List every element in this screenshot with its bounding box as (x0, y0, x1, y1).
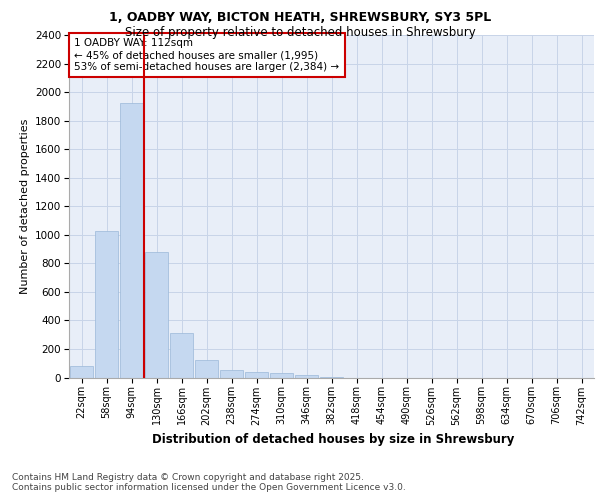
Text: Contains HM Land Registry data © Crown copyright and database right 2025.: Contains HM Land Registry data © Crown c… (12, 472, 364, 482)
Y-axis label: Number of detached properties: Number of detached properties (20, 118, 29, 294)
Text: Contains public sector information licensed under the Open Government Licence v3: Contains public sector information licen… (12, 484, 406, 492)
Bar (119, 104, 143, 378)
Bar (269, 373, 293, 378)
Bar (220, 370, 244, 378)
Bar (194, 360, 218, 378)
Bar (145, 252, 169, 378)
Text: Size of property relative to detached houses in Shrewsbury: Size of property relative to detached ho… (125, 26, 475, 39)
Bar (245, 372, 268, 378)
Bar (170, 332, 193, 378)
Bar (70, 366, 94, 378)
Bar (295, 376, 319, 378)
Bar (95, 230, 118, 378)
Text: Distribution of detached houses by size in Shrewsbury: Distribution of detached houses by size … (152, 432, 514, 446)
Text: 1, OADBY WAY, BICTON HEATH, SHREWSBURY, SY3 5PL: 1, OADBY WAY, BICTON HEATH, SHREWSBURY, … (109, 11, 491, 24)
Bar (320, 377, 343, 378)
Text: 1 OADBY WAY: 112sqm
← 45% of detached houses are smaller (1,995)
53% of semi-det: 1 OADBY WAY: 112sqm ← 45% of detached ho… (74, 38, 340, 72)
